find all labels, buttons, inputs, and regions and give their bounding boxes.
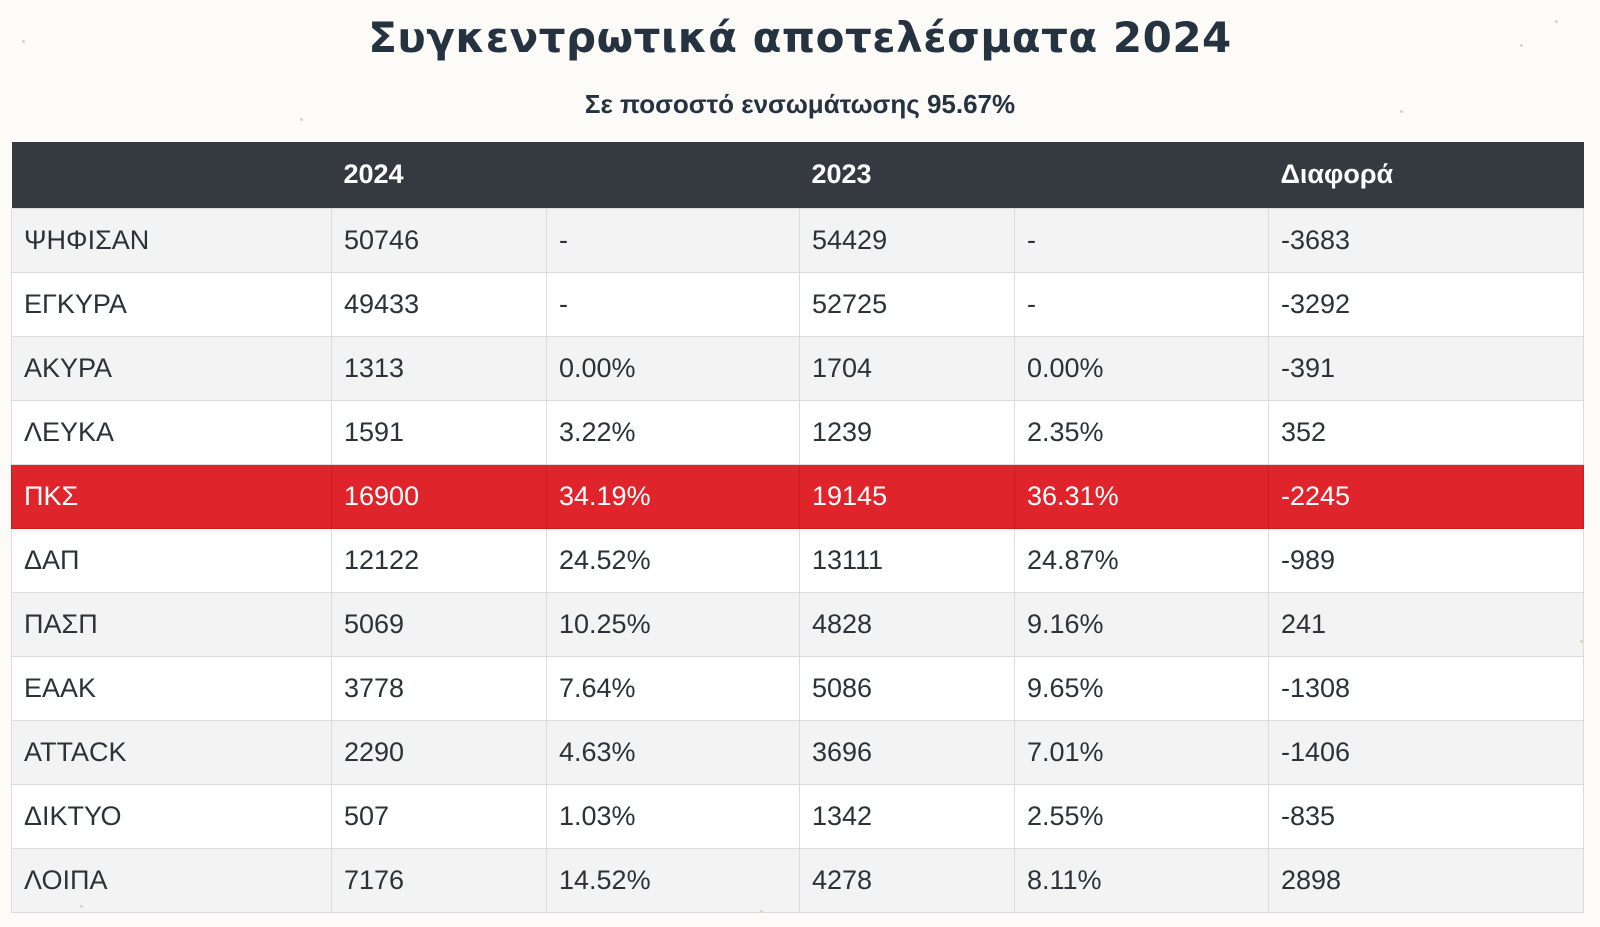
votes-2023-cell: 19145 [799,463,1015,529]
header-year-2023: 2023 [811,159,872,190]
votes-2023-cell: 5086 [799,655,1015,721]
table-row: ΠΑΣΠ 5069 10.25% 4828 9.16% 241 [11,591,1584,657]
party-cell: ΔΑΠ [11,527,332,593]
table-row: ΨΗΦΙΣΑΝ 50746-54429- -3683 [11,207,1584,273]
pct-2023-cell: 2.55% [1014,783,1269,849]
pct-2024-cell: 1.03% [546,783,800,849]
difference-cell: -3683 [1268,207,1584,273]
pct-2024-cell: 7.64% [546,655,800,721]
votes-2023-cell: 52725 [799,271,1015,337]
table-row: ΔΙΚΤΥΟ 507 1.03% 1342 2.55% -835 [11,783,1584,849]
table-row: ΔΑΠ 12122 24.52% 13111 24.87% -989 [11,527,1584,593]
header-year-2024: 2024 [343,159,404,190]
header-row: 2024 2023 Διαφορά [11,142,1584,208]
votes-2024-cell: 49433 [331,271,547,337]
votes-2024-cell: 12122 [331,527,547,593]
votes-2023-cell: 4278 [799,847,1015,913]
page-subtitle: Σε ποσοστό ενσωμάτωσης 95.67% [584,89,1016,119]
party-cell: ATTACK [11,719,332,785]
pct-2023-cell: - [1014,271,1269,337]
difference-cell: -3292 [1268,271,1584,337]
pct-2024-cell: - [546,207,800,273]
difference-cell: -1308 [1268,655,1584,721]
party-cell: ΨΗΦΙΣΑΝ [11,207,332,273]
votes-2024-cell: 16900 [331,463,547,529]
difference-cell: 241 [1268,591,1584,657]
party-cell: ΔΙΚΤΥΟ [11,783,332,849]
votes-2023-cell: 13111 [799,527,1015,593]
party-cell: ΠΑΣΠ [11,591,332,657]
pct-2024-cell: 24.52% [546,527,800,593]
votes-2024-cell: 2290 [331,719,547,785]
party-cell: ΠΚΣ [11,463,332,529]
votes-2024-cell: 3778 [331,655,547,721]
pct-2024-cell: 3.22% [546,399,800,465]
header-party [12,142,332,208]
pct-2024-cell: 14.52% [546,847,800,913]
pct-2023-cell: - [1014,207,1269,273]
pct-2023-cell: 9.65% [1014,655,1269,721]
party-cell: ΛΕΥΚΑ [11,399,332,465]
pct-2024-cell: 0.00% [546,335,800,401]
party-cell: ΕΓΚΥΡΑ [11,271,332,337]
votes-2023-cell: 1342 [799,783,1015,849]
difference-cell: -1406 [1268,719,1584,785]
header-pct-2024 [547,142,800,208]
table-body: ΨΗΦΙΣΑΝ 50746-54429- -3683 ΕΓΚΥΡΑ 49433-5272… [11,207,1584,913]
pct-2024-cell: 34.19% [546,463,800,529]
difference-cell: -391 [1268,335,1584,401]
difference-cell: 352 [1268,399,1584,465]
pct-2024-cell: 4.63% [546,719,800,785]
pct-2024-cell: - [546,271,800,337]
difference-cell: -989 [1268,527,1584,593]
table-row: ΛΟΙΠΑ 7176 14.52% 4278 8.11% 2898 [11,847,1584,913]
difference-cell: 2898 [1268,847,1584,913]
votes-2024-cell: 507 [331,783,547,849]
votes-2023-cell: 4828 [799,591,1015,657]
table-row-highlighted: ΠΚΣ 16900 34.19% 19145 36.31% -2245 [11,463,1584,529]
page-title: Συγκεντρωτικά αποτελέσματα 2024 [368,13,1232,62]
votes-2024-cell: 5069 [331,591,547,657]
party-cell: ΕΑΑΚ [11,655,332,721]
votes-2023-cell: 3696 [799,719,1015,785]
pct-2023-cell: 24.87% [1014,527,1269,593]
party-cell: ΑΚΥΡΑ [11,335,332,401]
votes-2024-cell: 7176 [331,847,547,913]
table-header: 2024 2023 Διαφορά [11,142,1584,208]
votes-2024-cell: 50746 [331,207,547,273]
pct-2024-cell: 10.25% [546,591,800,657]
header-pct-2023 [1015,142,1269,208]
header-difference: Διαφορά [1280,159,1394,190]
votes-2023-cell: 1239 [799,399,1015,465]
votes-2023-cell: 1704 [799,335,1015,401]
pct-2023-cell: 9.16% [1014,591,1269,657]
votes-2023-cell: 54429 [799,207,1015,273]
pct-2023-cell: 2.35% [1014,399,1269,465]
pct-2023-cell: 36.31% [1014,463,1269,529]
table-row: ΕΓΚΥΡΑ 49433-52725- -3292 [11,271,1584,337]
pct-2023-cell: 7.01% [1014,719,1269,785]
table-row: ΛΕΥΚΑ 1591 3.22% 1239 2.35% 352 [11,399,1584,465]
difference-cell: -835 [1268,783,1584,849]
pct-2023-cell: 0.00% [1014,335,1269,401]
difference-cell: -2245 [1268,463,1584,529]
table-row: ΑΚΥΡΑ 1313 0.00% 1704 0.00% -391 [11,335,1584,401]
votes-2024-cell: 1313 [331,335,547,401]
results-table: 2024 2023 Διαφορά ΨΗΦΙΣΑΝ 50746-54429- -36… [11,142,1584,913]
table-row: ATTACK 2290 4.63% 3696 7.01% -1406 [11,719,1584,785]
votes-2024-cell: 1591 [331,399,547,465]
table-row: ΕΑΑΚ 3778 7.64% 5086 9.65% -1308 [11,655,1584,721]
pct-2023-cell: 8.11% [1014,847,1269,913]
party-cell: ΛΟΙΠΑ [11,847,332,913]
